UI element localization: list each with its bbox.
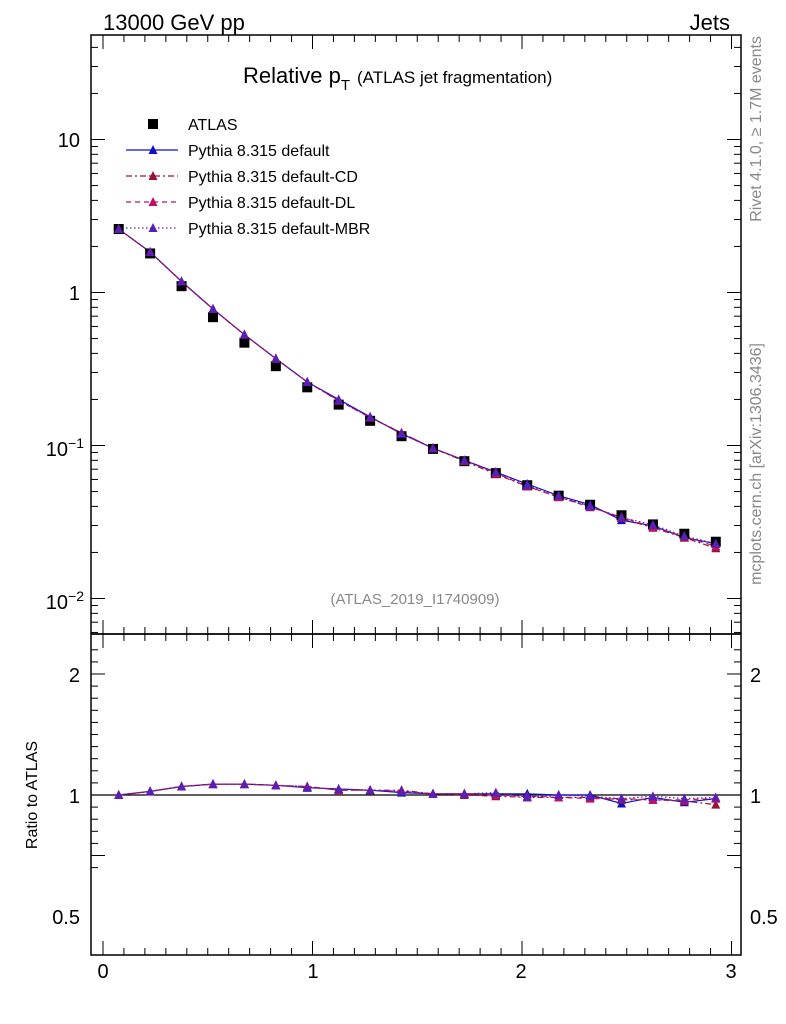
y-tick-label-2: 1 (69, 283, 80, 305)
ratio-point-pythia-8-315-default-mbr (177, 781, 187, 791)
ratio-tick-left-2: 2 (69, 665, 80, 687)
header-right: Jets (690, 10, 730, 35)
main-axis-ticks (91, 35, 741, 634)
ratio-line-pythia-8-315-default (118, 783, 716, 805)
ratio-ylabel: Ratio to ATLAS (24, 741, 41, 849)
x-tick-label-3: 3 (725, 961, 736, 983)
x-tick-labels: 0 1 2 3 (97, 961, 736, 983)
point-pythia-8-315-default-mbr (302, 377, 312, 387)
atlas-data-point (302, 382, 313, 393)
y-tick-label-0: 10−2 (46, 588, 84, 614)
ratio-tick-left-1: 1 (69, 786, 80, 808)
series-line-pythia-8-315-default (118, 228, 716, 545)
ratio-point-pythia-8-315-default-mbr (554, 790, 564, 799)
analysis-label: (ATLAS_2019_I1740909) (330, 591, 499, 608)
point-pythia-8-315-default-mbr (271, 353, 281, 363)
atlas-data-point (207, 312, 218, 323)
ratio-line-pythia-8-315-default-mbr (118, 783, 716, 800)
ratio-point-pythia-8-315-default-mbr (679, 793, 689, 803)
ratio-point-pythia-8-315-default-mbr (617, 793, 627, 803)
ratio-point-pythia-8-315-default-mbr (302, 782, 312, 792)
point-pythia-8-315-default-mbr (239, 329, 249, 339)
ratio-point-pythia-8-315-default-mbr (648, 791, 658, 801)
point-pythia-8-315-default-mbr (459, 455, 469, 465)
ratio-y-tick-labels: 0.5 1 2 0.5 1 2 (52, 665, 778, 929)
point-pythia-8-315-default-mbr (177, 276, 187, 286)
point-pythia-8-315-default-mbr (585, 501, 595, 511)
point-pythia-8-315-default-mbr (679, 531, 689, 541)
ratio-tick-right-2: 2 (750, 665, 761, 687)
ratio-point-pythia-8-315-default-mbr (522, 792, 532, 802)
legend-label-mbr: Pythia 8.315 default-MBR (188, 221, 370, 238)
point-pythia-8-315-default-mbr (365, 412, 375, 422)
series-line-pythia-8-315-default-dl (118, 228, 716, 547)
point-pythia-8-315-default-mbr (145, 246, 155, 256)
legend-label-dl: Pythia 8.315 default-DL (188, 195, 355, 212)
x-tick-label-1: 1 (307, 961, 318, 983)
legend-label-cd: Pythia 8.315 default-CD (188, 169, 358, 186)
ratio-point-pythia-8-315-default-mbr (711, 792, 721, 802)
x-tick-label-0: 0 (97, 961, 108, 983)
ratio-point-pythia-8-315-default-mbr (114, 790, 124, 799)
legend: ATLAS Pythia 8.315 default Pythia 8.315 … (126, 117, 370, 238)
rivet-label: Rivet 4.1.0, ≥ 1.7M events (748, 36, 765, 222)
ratio-point-pythia-8-315-default-mbr (585, 791, 595, 801)
point-pythia-8-315-default-mbr (334, 395, 344, 405)
ratio-point-pythia-8-315-default-mbr (208, 779, 218, 789)
legend-marker-atlas (148, 119, 158, 129)
series-line-pythia-8-315-default-mbr (118, 228, 716, 545)
ratio-point-pythia-8-315-default-mbr (459, 788, 469, 798)
point-pythia-8-315-default-mbr (208, 304, 218, 314)
ratio-tick-right-0: 0.5 (750, 907, 778, 929)
ratio-point-pythia-8-315-default-mbr (239, 779, 249, 789)
chart-title: Relative pT (ATLAS jet fragmentation) (243, 63, 552, 94)
ratio-point-pythia-8-315-default-mbr (365, 785, 375, 795)
legend-label-default: Pythia 8.315 default (188, 143, 330, 160)
legend-marker-default (148, 145, 158, 154)
chart-title-main: Relative p (243, 63, 341, 88)
point-pythia-8-315-default-mbr (554, 490, 564, 500)
point-pythia-8-315-default-mbr (114, 224, 124, 234)
ratio-point-pythia-8-315-default-mbr (397, 786, 407, 796)
ratio-tick-right-1: 1 (750, 786, 761, 808)
main-markers (113, 224, 721, 553)
legend-marker-mbr (148, 223, 158, 232)
legend-marker-dl (148, 197, 158, 206)
point-pythia-8-315-default-mbr (491, 467, 501, 477)
ratio-point-pythia-8-315-default-cd (711, 799, 721, 809)
y-tick-label-1: 10−1 (46, 435, 84, 461)
ratio-point-pythia-8-315-default-mbr (428, 788, 438, 798)
point-pythia-8-315-default-mbr (522, 480, 532, 490)
point-pythia-8-315-default-mbr (428, 443, 438, 453)
header-left: 13000 GeV pp (103, 10, 245, 35)
ratio-axis-ticks (91, 634, 741, 955)
ratio-point-pythia-8-315-default-mbr (334, 783, 344, 793)
x-tick-label-2: 2 (515, 961, 526, 983)
atlas-data-point (270, 361, 281, 372)
point-pythia-8-315-default-mbr (711, 538, 721, 548)
y-tick-label-3: 10 (58, 130, 80, 152)
ratio-tick-left-0: 0.5 (52, 907, 80, 929)
point-pythia-8-315-default-mbr (397, 428, 407, 438)
main-y-tick-labels: 10−2 10−1 1 10 (46, 130, 84, 614)
legend-label-atlas: ATLAS (188, 117, 238, 134)
main-curves (118, 228, 716, 549)
point-pythia-8-315-default-mbr (617, 512, 627, 522)
atlas-data-point (239, 337, 250, 348)
ratio-point-pythia-8-315-default-mbr (491, 787, 501, 797)
point-pythia-8-315-default-mbr (648, 519, 658, 529)
ratio-point-pythia-8-315-default-mbr (145, 786, 155, 796)
ratio-point-pythia-8-315-default-mbr (271, 780, 281, 790)
atlas-data-point (176, 281, 187, 292)
ratio-curves (118, 783, 716, 806)
chart-title-suffix: (ATLAS jet fragmentation) (357, 68, 552, 87)
series-line-pythia-8-315-default-cd (118, 228, 716, 549)
legend-marker-cd (148, 171, 158, 180)
chart-title-subscript: T (341, 77, 350, 94)
mcplots-label: mcplots.cern.ch [arXiv:1306.3436] (748, 343, 765, 585)
ratio-markers (114, 779, 721, 809)
